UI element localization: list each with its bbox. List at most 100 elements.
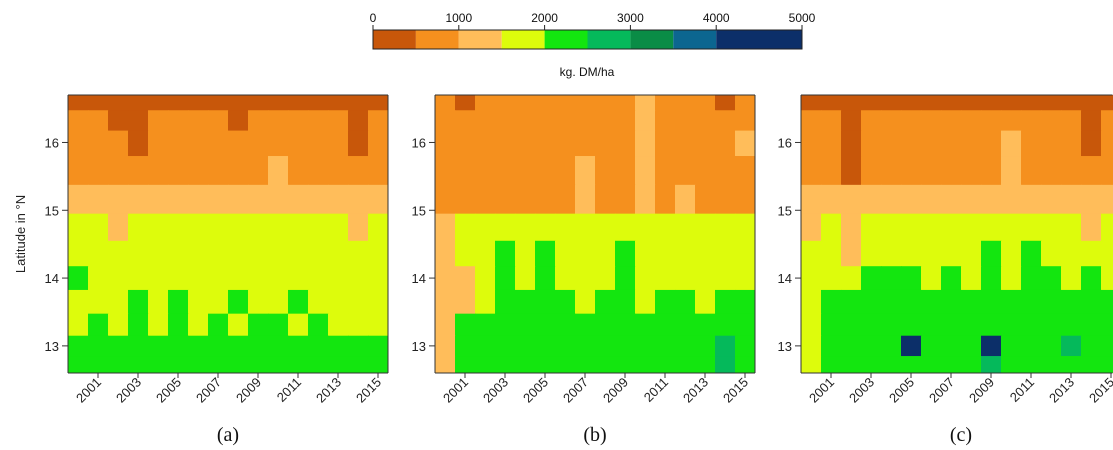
- heatmap-cell: [981, 356, 1002, 373]
- heatmap-cell: [1041, 156, 1062, 186]
- heatmap-cell: [595, 335, 616, 357]
- heatmap-cell: [495, 110, 516, 132]
- heatmap-cell: [675, 156, 696, 186]
- heatmap-cell: [128, 240, 149, 267]
- heatmap-cell: [675, 110, 696, 132]
- heatmap-cell: [368, 213, 388, 242]
- heatmap-cell: [248, 335, 269, 357]
- heatmap-cell: [615, 95, 636, 111]
- heatmap-cell: [1101, 184, 1113, 215]
- heatmap-cell: [348, 110, 369, 132]
- heatmap-cell: [475, 313, 496, 337]
- colorbar-tick-label: 0: [370, 11, 377, 25]
- heatmap-cell: [735, 313, 755, 337]
- x-tick-label: 2005: [520, 375, 551, 406]
- heatmap-cell: [348, 335, 369, 357]
- heatmap-cell: [881, 356, 902, 373]
- heatmap-cell: [68, 110, 89, 132]
- heatmap-cell: [368, 156, 388, 186]
- heatmap-cell: [248, 240, 269, 267]
- x-tick-label: 2001: [806, 375, 837, 406]
- heatmap-cell: [268, 213, 289, 242]
- heatmap-cell: [168, 213, 189, 242]
- heatmap-cell: [328, 95, 349, 111]
- heatmap-cell: [615, 240, 636, 267]
- heatmap-cell: [268, 240, 289, 267]
- heatmap-cell: [148, 289, 169, 315]
- heatmap-cell: [228, 130, 249, 157]
- heatmap-cell: [1061, 156, 1082, 186]
- heatmap-cell: [715, 156, 736, 186]
- heatmap-cell: [208, 156, 229, 186]
- heatmap-cell: [308, 266, 329, 291]
- heatmap-cell: [188, 184, 209, 215]
- heatmap-cell: [288, 313, 309, 337]
- heatmap-cell: [735, 184, 755, 215]
- heatmap-cell: [555, 110, 576, 132]
- x-tick-label: 2015: [720, 375, 751, 406]
- heatmap-cell: [981, 313, 1002, 337]
- heatmap-cell: [108, 313, 129, 337]
- heatmap-cell: [695, 130, 716, 157]
- heatmap-cell: [1021, 240, 1042, 267]
- heatmap-cell: [715, 95, 736, 111]
- heatmap-cell: [695, 289, 716, 315]
- heatmap-cell: [188, 356, 209, 373]
- heatmap-cell: [575, 95, 596, 111]
- heatmap-cell: [515, 313, 536, 337]
- heatmap-cell: [735, 95, 755, 111]
- heatmap-cell: [1021, 266, 1042, 291]
- heatmap-cell: [68, 213, 89, 242]
- heatmap-cell: [475, 156, 496, 186]
- heatmap-cell: [308, 335, 329, 357]
- heatmap-cell: [635, 184, 656, 215]
- heatmap-cell: [288, 356, 309, 373]
- heatmap-cell: [1081, 289, 1102, 315]
- heatmap-cell: [288, 95, 309, 111]
- heatmap-cell: [348, 156, 369, 186]
- x-tick-label: 2009: [233, 375, 264, 406]
- heatmap-cell: [695, 184, 716, 215]
- heatmap-cell: [168, 240, 189, 267]
- heatmap-cell: [921, 356, 942, 373]
- heatmap-cell: [1061, 266, 1082, 291]
- heatmap-cell: [821, 110, 842, 132]
- heatmap-cell: [881, 266, 902, 291]
- heatmap-cell: [695, 240, 716, 267]
- heatmap-cell: [861, 110, 882, 132]
- heatmap-cell: [821, 130, 842, 157]
- heatmap-cell: [288, 266, 309, 291]
- heatmap-cell: [715, 313, 736, 337]
- heatmap-cell: [821, 313, 842, 337]
- heatmap-cell: [981, 130, 1002, 157]
- y-tick-label: 15: [778, 203, 792, 218]
- heatmap-cell: [615, 184, 636, 215]
- heatmap-cell: [208, 356, 229, 373]
- heatmap-cell: [348, 240, 369, 267]
- heatmap-cell: [615, 130, 636, 157]
- colorbar-swatch: [630, 30, 674, 49]
- heatmap-cell: [655, 240, 676, 267]
- heatmap-cell: [228, 266, 249, 291]
- heatmap-cell: [881, 110, 902, 132]
- heatmap-cell: [515, 266, 536, 291]
- heatmap-cell: [941, 110, 962, 132]
- heatmap-cell: [88, 130, 109, 157]
- heatmap-cell: [268, 266, 289, 291]
- heatmap-cell: [1001, 156, 1022, 186]
- x-tick-label: 2007: [193, 375, 224, 406]
- heatmap-cell: [188, 240, 209, 267]
- heatmap-cell: [88, 356, 109, 373]
- heatmap-cell: [455, 289, 476, 315]
- heatmap-cell: [575, 289, 596, 315]
- heatmap-cell: [635, 95, 656, 111]
- heatmap-cell: [188, 313, 209, 337]
- heatmap-cell: [308, 156, 329, 186]
- heatmap-cell: [435, 213, 456, 242]
- heatmap-cell: [615, 110, 636, 132]
- heatmap-cell: [68, 313, 89, 337]
- heatmap-cell: [128, 95, 149, 111]
- panel-label: (c): [950, 424, 972, 446]
- heatmap-cell: [475, 213, 496, 242]
- heatmap-cell: [188, 95, 209, 111]
